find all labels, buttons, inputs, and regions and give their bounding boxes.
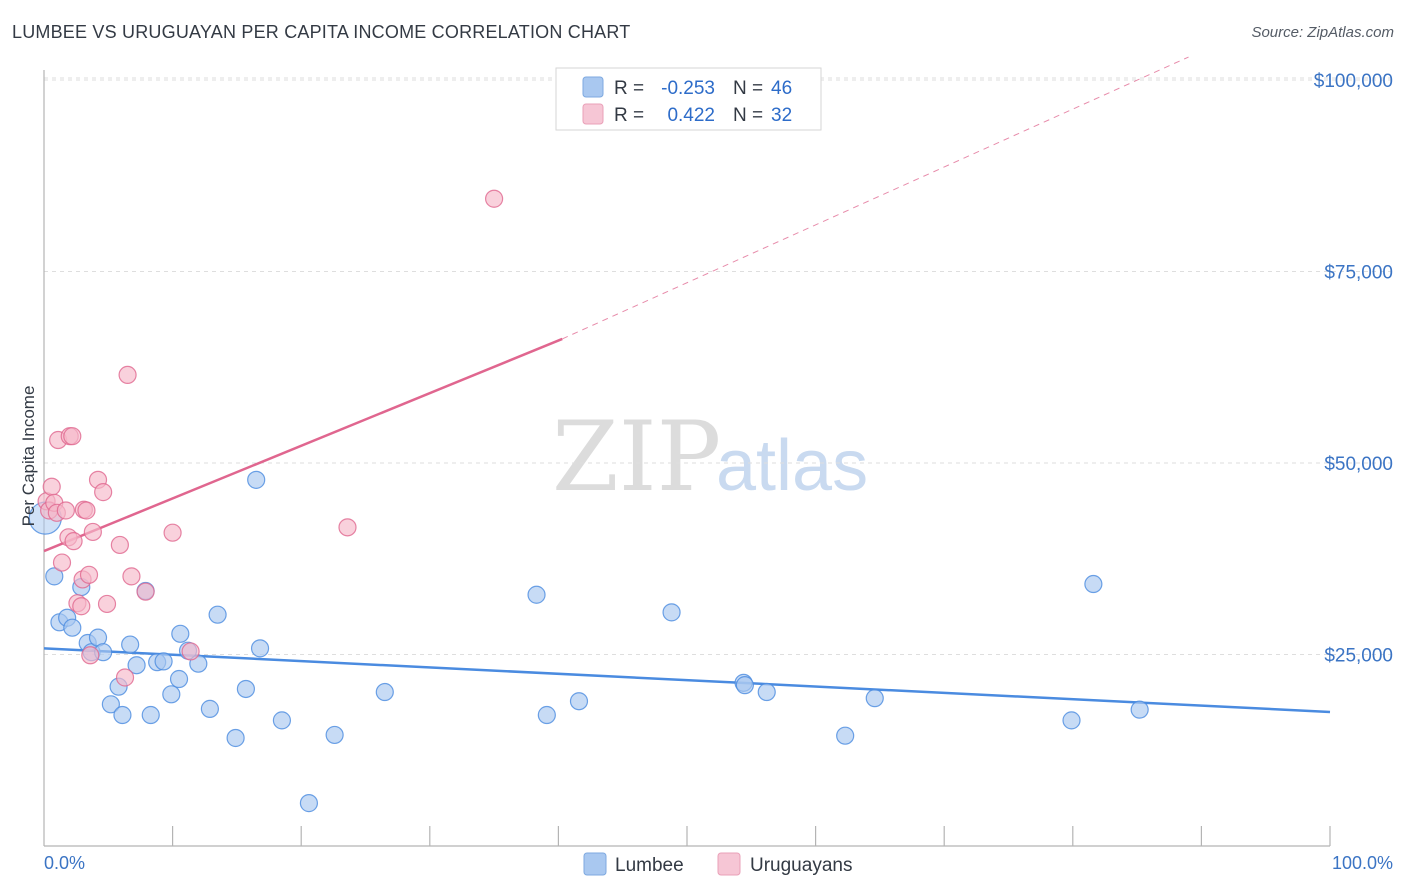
legend-n-value-uruguayans: 32 (771, 105, 792, 126)
point-uruguayans (72, 597, 91, 616)
point-lumbee (537, 705, 556, 725)
y-tick-label: $100,000 (1314, 71, 1393, 92)
point-uruguayans (97, 594, 117, 614)
x-tick-label-max: 100.0% (1332, 853, 1393, 873)
point-uruguayans (42, 477, 61, 496)
point-uruguayans (77, 501, 96, 520)
y-tick-label: $75,000 (1324, 263, 1393, 284)
point-lumbee (121, 635, 140, 654)
point-uruguayans (136, 582, 155, 601)
point-lumbee (113, 705, 132, 725)
point-uruguayans (81, 646, 100, 665)
legend-n-label-uruguayans: N = (733, 105, 763, 126)
y-tick-labels: $25,000 $50,000 $75,000 $100,000 (1314, 71, 1393, 667)
point-lumbee (662, 603, 681, 622)
axes (43, 70, 1331, 847)
point-lumbee (200, 699, 219, 718)
legend-r-value-uruguayans: 0.422 (667, 105, 715, 126)
point-lumbee (757, 682, 776, 702)
point-uruguayans (118, 365, 137, 385)
legend-n-label-lumbee: N = (733, 78, 763, 99)
point-lumbee (63, 618, 82, 637)
bottom-legend-swatch-lumbee (583, 852, 607, 876)
point-lumbee (101, 695, 120, 714)
trend-line-lumbee (43, 647, 1331, 714)
legend-r-label-uruguayans: R = (614, 105, 644, 126)
point-uruguayans (338, 518, 357, 537)
point-uruguayans (56, 501, 75, 520)
point-uruguayans (64, 532, 83, 551)
y-tick-label: $50,000 (1324, 454, 1393, 475)
point-lumbee (865, 689, 884, 708)
point-lumbee (299, 794, 319, 813)
point-lumbee (1130, 700, 1149, 719)
point-lumbee (836, 726, 855, 745)
point-lumbee (735, 676, 754, 695)
point-lumbee (250, 639, 270, 658)
point-uruguayans (83, 522, 102, 542)
point-lumbee (127, 656, 146, 675)
point-lumbee (45, 567, 64, 586)
point-uruguayans (94, 483, 113, 502)
bottom-legend-label-uruguayans: Uruguayans (750, 855, 852, 876)
point-lumbee (171, 624, 190, 643)
point-lumbee (141, 705, 160, 725)
legend-n-value-lumbee: 46 (771, 78, 792, 99)
point-uruguayans (163, 523, 182, 542)
watermark-atlas: atlas (716, 426, 868, 506)
y-axis-label: Per Capita Income (19, 386, 38, 527)
trend-lines (43, 56, 1331, 714)
point-lumbee (325, 725, 344, 745)
legend-r-value-lumbee: -0.253 (661, 78, 715, 99)
chart-title: LUMBEE VS URUGUAYAN PER CAPITA INCOME CO… (12, 22, 631, 42)
point-lumbee (1084, 574, 1103, 594)
point-uruguayans (485, 189, 504, 208)
point-lumbee (226, 728, 245, 748)
point-lumbee (527, 585, 546, 604)
point-lumbee (169, 669, 189, 689)
point-lumbee (272, 711, 292, 730)
point-uruguayans (79, 565, 99, 584)
gridlines (44, 77, 1392, 655)
point-lumbee (1062, 711, 1081, 730)
source-credit: Source: ZipAtlas.com (1251, 24, 1394, 41)
watermark-zip: ZIP (552, 401, 721, 513)
point-lumbee (569, 692, 589, 711)
point-uruguayans (63, 427, 82, 446)
y-tick-label: $25,000 (1324, 646, 1393, 667)
point-uruguayans (115, 668, 135, 687)
point-lumbee (247, 470, 266, 489)
point-uruguayans (181, 642, 200, 661)
trend-line-extension-uruguayans (562, 56, 1189, 340)
point-uruguayans (122, 567, 141, 586)
data-points (28, 189, 1149, 813)
legend-swatch-lumbee (582, 76, 604, 98)
point-lumbee (162, 685, 181, 704)
legend-r-label-lumbee: R = (614, 78, 644, 99)
legend-swatch-uruguayans (582, 103, 604, 125)
point-uruguayans (52, 553, 72, 572)
bottom-legend-label-lumbee: Lumbee (615, 855, 684, 876)
point-lumbee (208, 605, 227, 624)
x-tick-label-min: 0.0% (44, 853, 85, 873)
watermark: ZIP atlas (552, 401, 868, 513)
point-lumbee (236, 679, 256, 699)
legend-top: R = -0.253 N = 46 R = 0.422 N = 32 (555, 67, 822, 131)
bottom-legend-swatch-uruguayans (717, 852, 741, 876)
point-lumbee (154, 652, 173, 671)
legend-bottom: Lumbee Uruguayans (583, 852, 852, 876)
trend-line-uruguayans (43, 337, 563, 553)
point-lumbee (375, 682, 394, 702)
point-uruguayans (110, 535, 129, 555)
